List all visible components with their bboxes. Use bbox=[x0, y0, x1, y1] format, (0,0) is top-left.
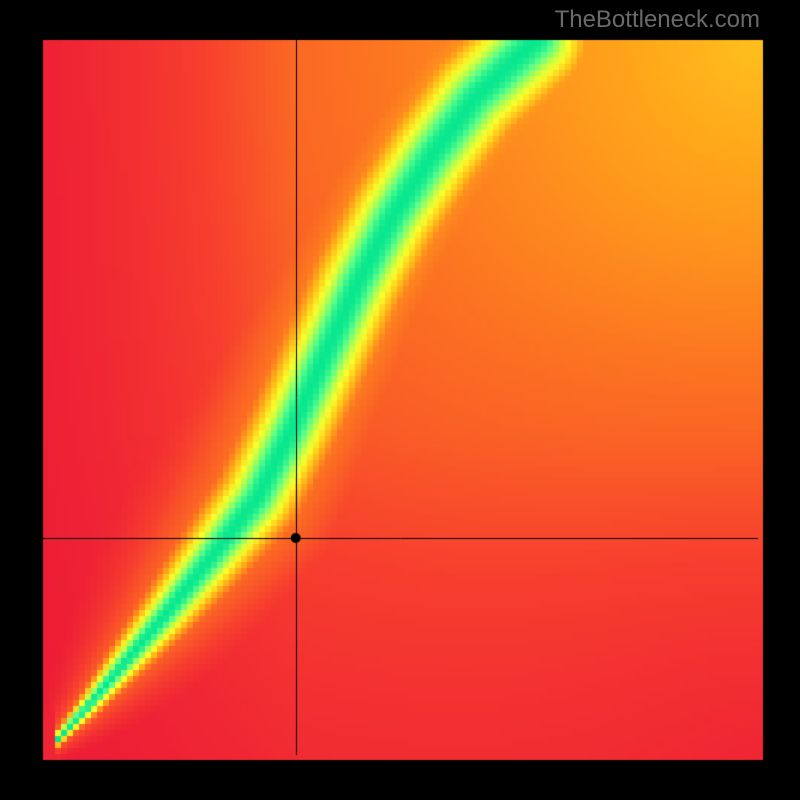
heatmap-canvas bbox=[0, 0, 800, 800]
watermark-text: TheBottleneck.com bbox=[555, 6, 760, 34]
